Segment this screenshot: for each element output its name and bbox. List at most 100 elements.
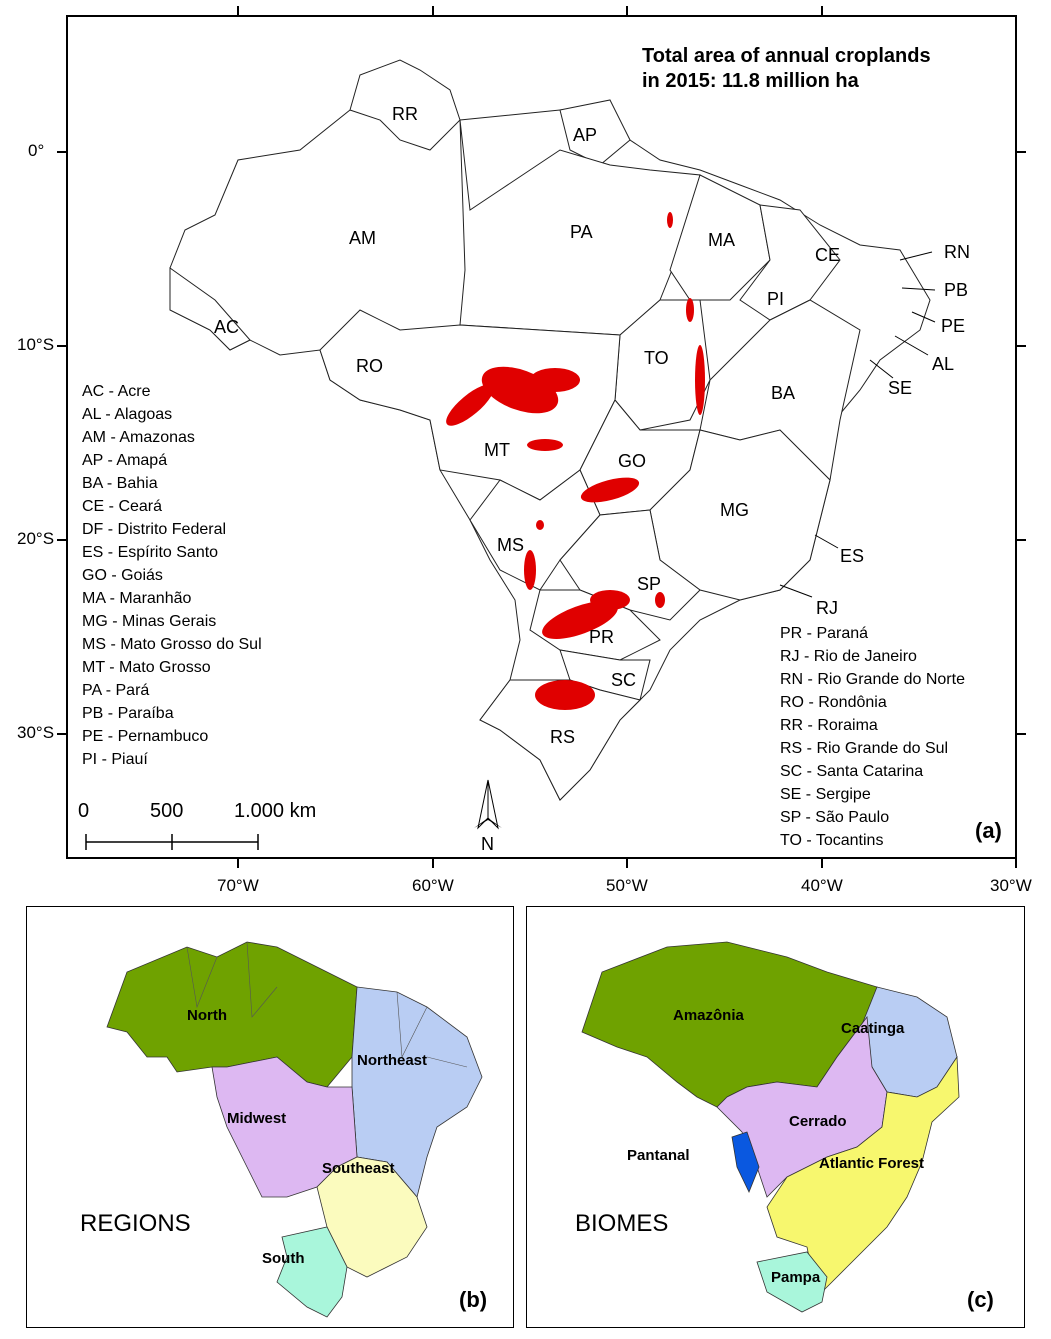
legend-entry: AP - Amapá [82, 452, 168, 469]
legend-entry: AC - Acre [82, 383, 151, 400]
legend-entry: CE - Ceará [82, 498, 163, 515]
legend-entry: PR - Paraná [780, 625, 869, 642]
legend-entry: RS - Rio Grande do Sul [780, 740, 949, 757]
biome-5 [756, 1251, 828, 1313]
biome-label: Cerrado [789, 1113, 847, 1130]
state-label: SC [611, 670, 637, 690]
state-label: PI [767, 289, 785, 309]
lat-label: 10°S [17, 335, 55, 354]
biomes-title: BIOMES [575, 1210, 669, 1237]
region-label: North [187, 1007, 227, 1024]
lon-label: 30°W [990, 876, 1032, 895]
region-label: Midwest [227, 1110, 287, 1127]
lon-label: 60°W [412, 876, 454, 895]
legend-entry: SC - Santa Catarina [780, 763, 924, 780]
state-label: AP [573, 125, 598, 145]
legend-right: PR - Paraná RJ - Rio de Janeiro RN - Rio G… [780, 622, 965, 852]
state-label: CE [815, 245, 841, 265]
state-label: AL [932, 354, 955, 374]
legend-entry: RN - Rio Grande do Norte [780, 671, 965, 688]
state-label: MA [708, 230, 735, 250]
scale-label: 500 [150, 800, 184, 822]
legend-entry: TO - Tocantins [780, 832, 884, 849]
map-title-line2: in 2015: 11.8 million ha [642, 70, 859, 92]
map-title: Total area of annual croplands in 2015: … [642, 44, 931, 94]
state-label: MT [484, 440, 510, 460]
main-map-frame [57, 6, 1026, 868]
legend-entry: PB - Paraíba [82, 705, 174, 722]
legend-entry: RJ - Rio de Janeiro [780, 648, 917, 665]
lon-label: 70°W [217, 876, 259, 895]
state-label: PR [589, 627, 615, 647]
state-label: RJ [816, 598, 838, 618]
region-4 [276, 1226, 348, 1318]
scale-label: 1.000 km [234, 800, 317, 822]
panel-label-a: (a) [975, 818, 1002, 843]
legend-entry: MG - Minas Gerais [82, 613, 217, 630]
state-label: ES [840, 546, 865, 566]
state-label: AM [349, 228, 376, 248]
legend-entry: AL - Alagoas [82, 406, 173, 423]
region-label: Southeast [322, 1160, 395, 1177]
lat-label: 0° [28, 141, 45, 160]
lon-label: 40°W [801, 876, 843, 895]
north-label: N [481, 834, 494, 854]
lat-label: 30°S [17, 723, 55, 742]
scale-label: 0 [78, 800, 90, 822]
regions-panel: North Northeast Midwest Southeast South REGI… [26, 906, 514, 1328]
legend-entry: AM - Amazonas [82, 429, 195, 446]
state-label: MS [497, 535, 524, 555]
state-label: SE [888, 378, 913, 398]
biomes-panel: Amazônia Caatinga Cerrado Pantanal Atlantic … [526, 906, 1025, 1328]
biome-label: Pampa [771, 1269, 821, 1286]
state-label: PA [570, 222, 593, 242]
lat-label: 20°S [17, 529, 55, 548]
state-label: PB [944, 280, 969, 300]
region-0 [106, 941, 358, 1088]
legend-entry: PE - Pernambuco [82, 728, 209, 745]
legend-left: AC - Acre AL - Alagoas AM - Amazonas AP - A… [82, 380, 262, 771]
region-label: Northeast [357, 1052, 428, 1069]
state-label: TO [644, 348, 669, 368]
state-label: MG [720, 500, 749, 520]
legend-entry: GO - Goiás [82, 567, 163, 584]
legend-entry: MS - Mato Grosso do Sul [82, 636, 262, 653]
panel-label-b: (b) [459, 1287, 488, 1312]
legend-entry: SP - São Paulo [780, 809, 890, 826]
state-label: AC [214, 317, 240, 337]
biome-3 [731, 1131, 760, 1193]
state-label: GO [618, 451, 647, 471]
state-label: RN [944, 242, 970, 262]
state-label: RR [392, 104, 418, 124]
state-label: RO [356, 356, 383, 376]
cropland-patches [446, 212, 705, 710]
north-arrow-icon [474, 779, 502, 830]
biome-label: Amazônia [673, 1007, 744, 1024]
biome-label: Pantanal [627, 1147, 690, 1164]
scale-bar [85, 834, 259, 850]
main-map-panel: 0° 10°S 20°S 30°S 70°W 60°W 50°W 40°W 30… [17, 6, 1032, 895]
legend-entry: PI - Piauí [82, 751, 148, 768]
brazil-states-map [169, 59, 931, 801]
legend-entry: DF - Distrito Federal [82, 521, 227, 538]
state-label: SP [637, 574, 662, 594]
map-title-line1: Total area of annual croplands [642, 45, 931, 67]
state-label: BA [771, 383, 796, 403]
legend-entry: PA - Pará [82, 682, 150, 699]
biome-label: Atlantic Forest [819, 1155, 925, 1172]
legend-entry: MA - Maranhão [82, 590, 192, 607]
legend-entry: BA - Bahia [82, 475, 158, 492]
region-label: South [262, 1250, 305, 1267]
biome-label: Caatinga [841, 1020, 905, 1037]
legend-entry: RR - Roraima [780, 717, 878, 734]
biome-4 [766, 1055, 960, 1298]
lon-label: 50°W [606, 876, 648, 895]
legend-entry: SE - Sergipe [780, 786, 871, 803]
legend-entry: ES - Espírito Santo [82, 544, 219, 561]
state-label: PE [941, 316, 966, 336]
legend-entry: MT - Mato Grosso [82, 659, 211, 676]
panel-label-c: (c) [967, 1287, 994, 1312]
legend-entry: RO - Rondônia [780, 694, 887, 711]
state-label: RS [550, 727, 576, 747]
regions-title: REGIONS [80, 1210, 191, 1237]
